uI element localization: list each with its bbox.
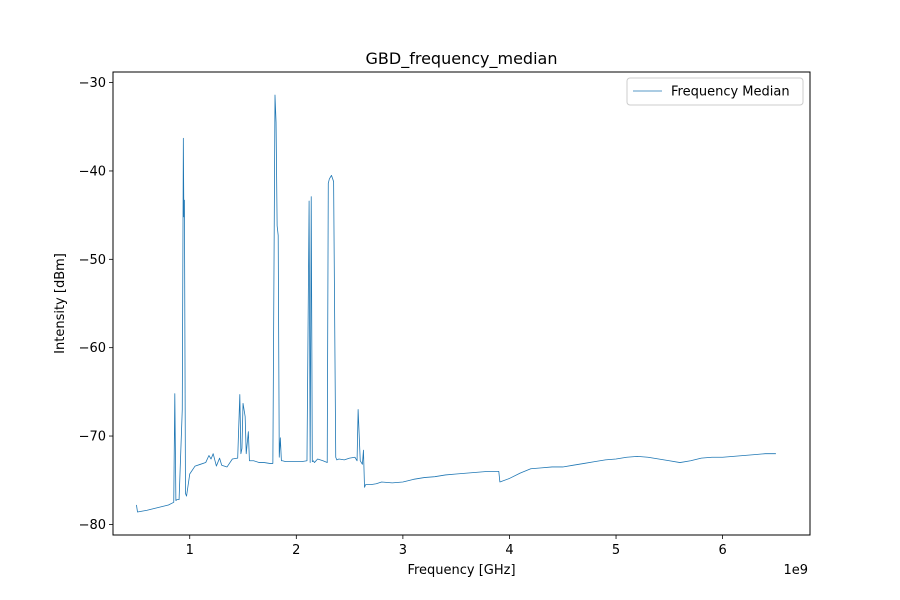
- y-tick-label: −30: [79, 76, 106, 91]
- series-layer: [136, 94, 776, 513]
- y-tick-label: −60: [79, 341, 106, 356]
- legend: Frequency Median: [626, 77, 804, 106]
- x-axis-offset-label: 1e9: [783, 563, 808, 578]
- y-tick-label: −40: [79, 164, 106, 179]
- chart-title: GBD_frequency_median: [366, 49, 558, 69]
- plot-frame: [112, 71, 811, 536]
- x-tick-label: 4: [505, 543, 513, 558]
- legend-label: Frequency Median: [671, 85, 790, 100]
- y-tick-label: −80: [79, 518, 106, 533]
- y-tick-label: −50: [79, 253, 106, 268]
- legend-box: [626, 77, 804, 106]
- x-axis-label: Frequency [GHz]: [407, 563, 515, 578]
- y-tick-label: −70: [79, 430, 106, 445]
- series-line-0: [136, 94, 776, 513]
- y-axis-label: Intensity [dBm]: [53, 253, 68, 354]
- x-tick-label: 6: [718, 543, 726, 558]
- x-axis-ticks: 1 2 3 4 5 6: [186, 535, 727, 558]
- x-tick-label: 5: [612, 543, 620, 558]
- x-tick-label: 2: [292, 543, 300, 558]
- x-tick-label: 1: [186, 543, 194, 558]
- y-axis-ticks: −80 −70 −60 −50 −40 −30: [79, 76, 113, 533]
- plot-area: [113, 72, 810, 535]
- x-tick-label: 3: [399, 543, 407, 558]
